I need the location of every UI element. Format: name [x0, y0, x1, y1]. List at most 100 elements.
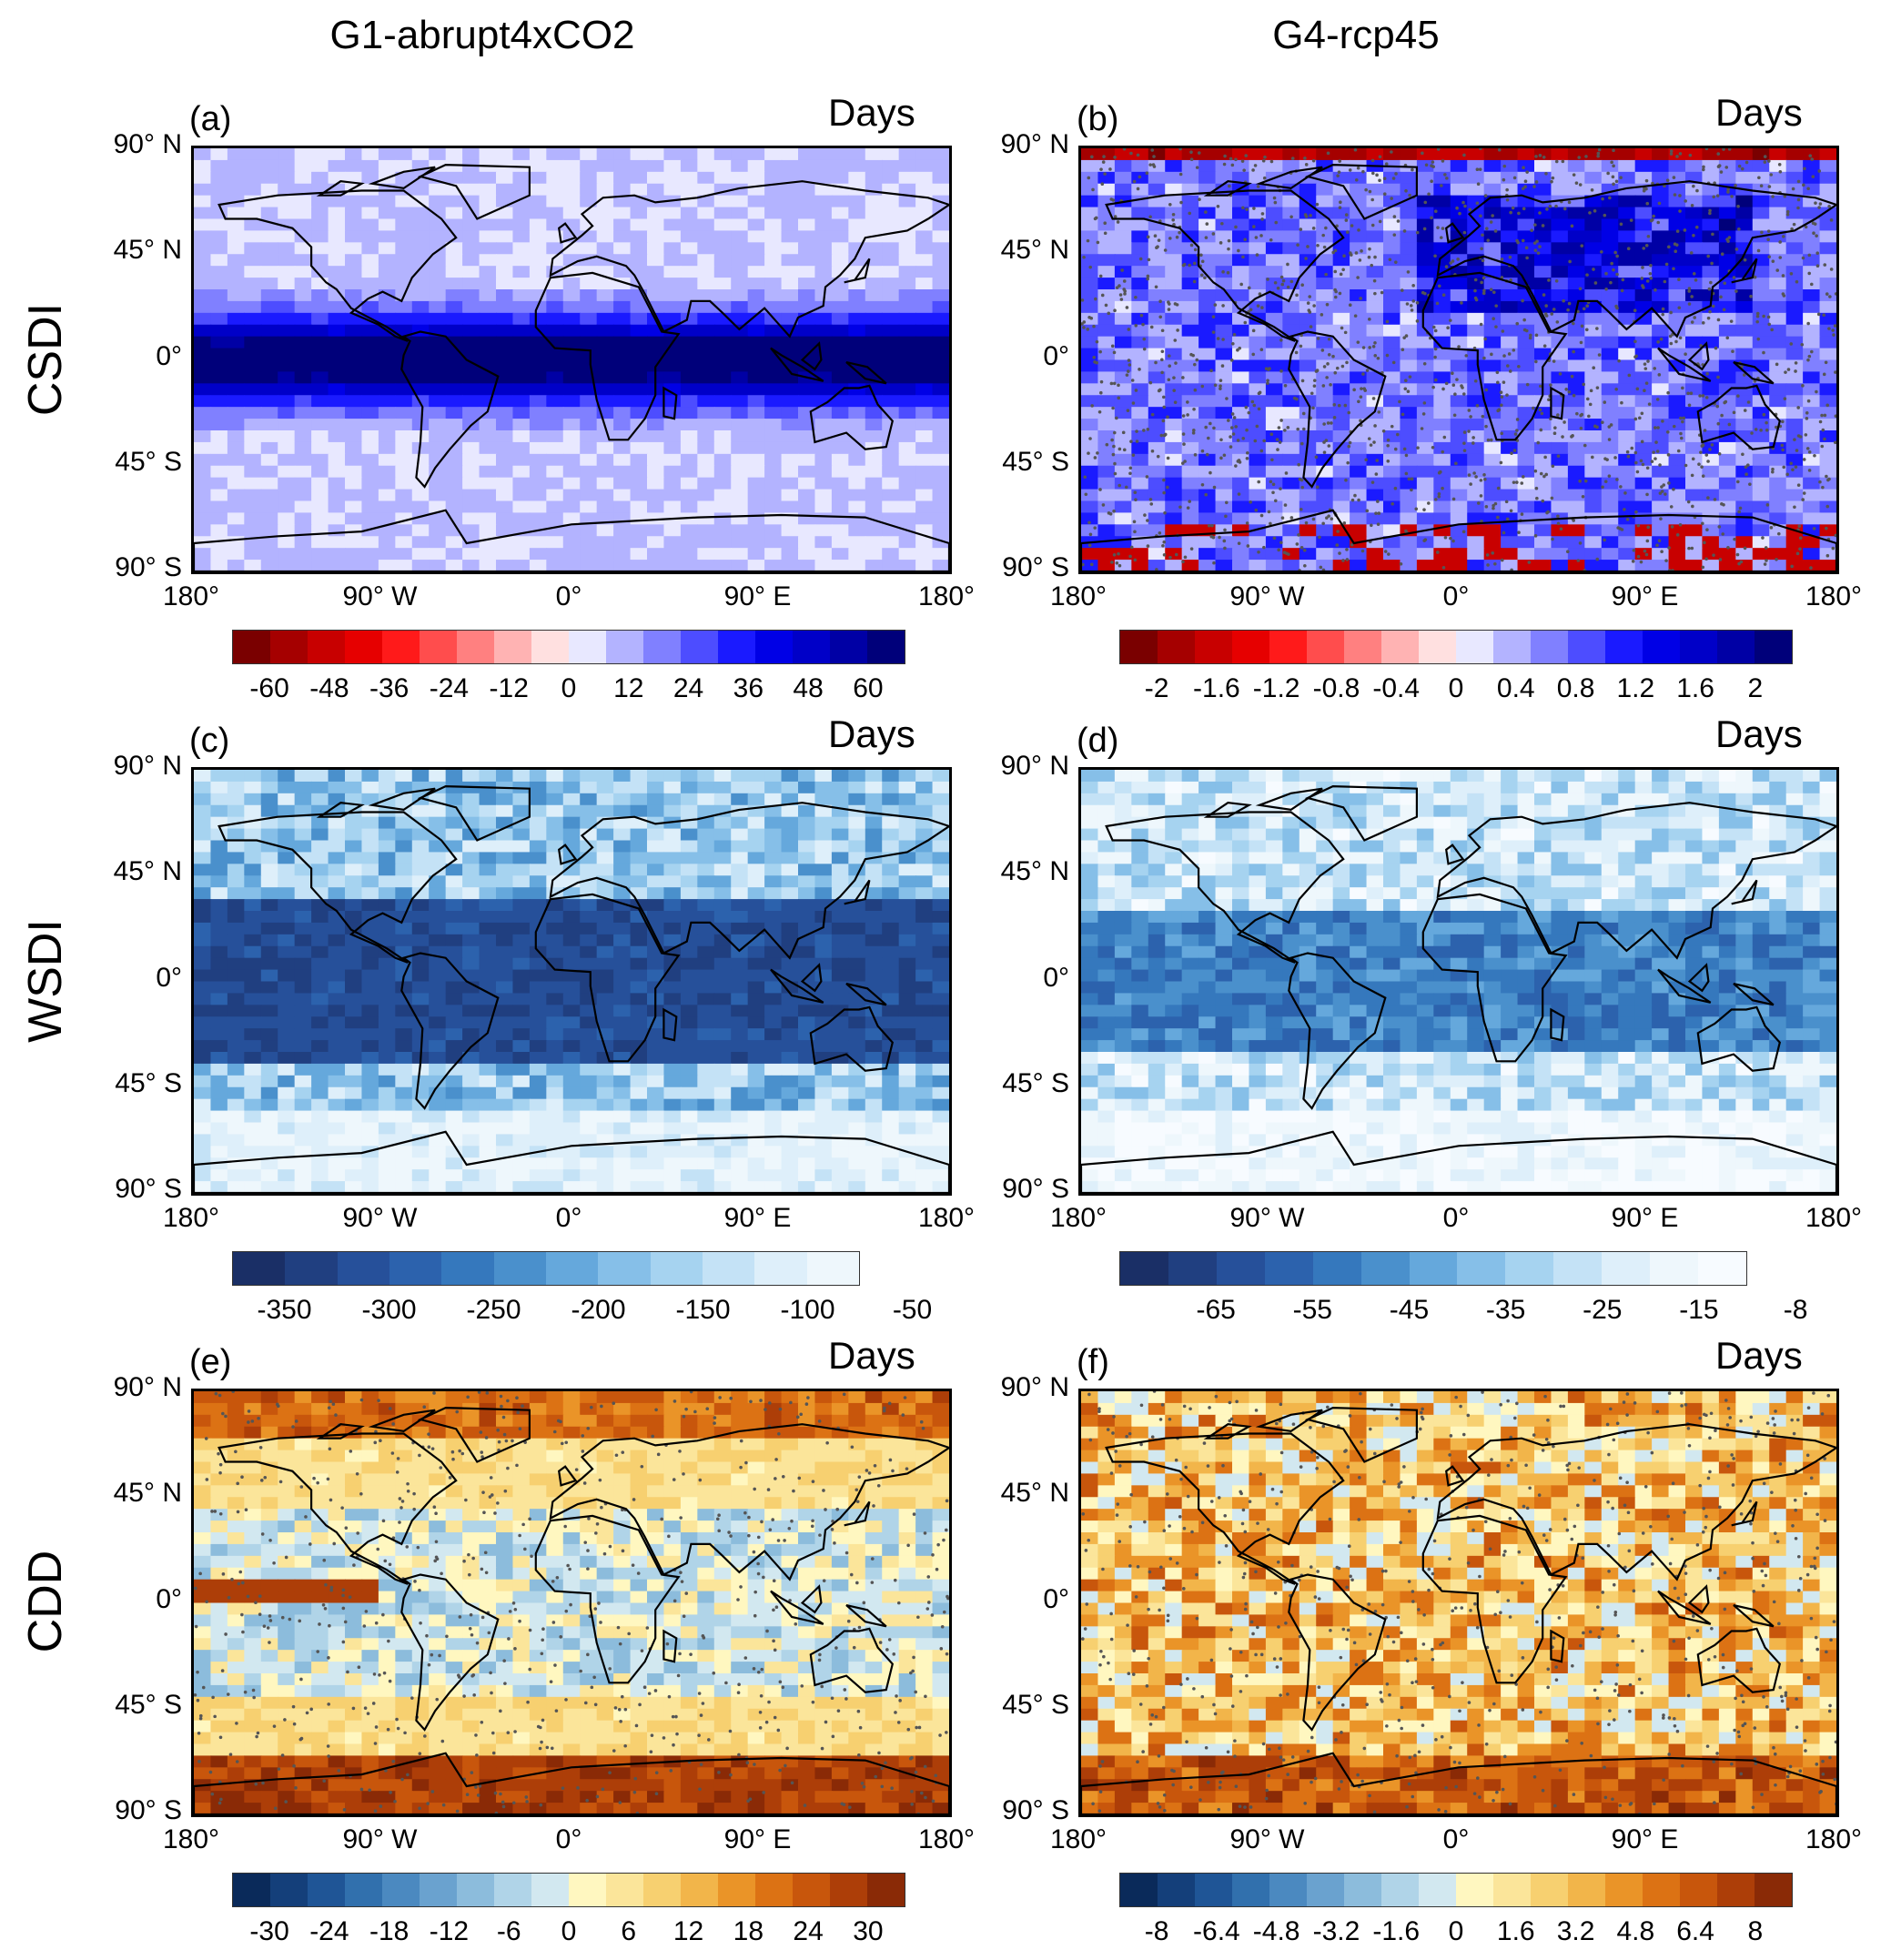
field-cell — [613, 560, 632, 571]
field-cell — [1567, 324, 1586, 338]
field-cell — [512, 548, 531, 561]
stipple-dot — [1567, 301, 1572, 306]
field-cell — [1416, 465, 1435, 479]
field-cell — [1467, 560, 1485, 571]
field-cell — [294, 770, 312, 783]
field-cell — [1652, 336, 1670, 349]
stipple-dot — [1372, 440, 1376, 444]
coastline — [217, 189, 458, 342]
field-cell — [1769, 430, 1787, 443]
field-cell — [731, 430, 749, 443]
stipple-dot — [1500, 431, 1504, 436]
field-cell — [781, 230, 799, 244]
field-cell — [227, 383, 246, 397]
field-cell — [1097, 441, 1116, 455]
field-cell — [1551, 477, 1569, 490]
field-cell — [345, 453, 363, 467]
stipple-dot — [1608, 196, 1612, 200]
stipple-dot — [1578, 183, 1583, 187]
stipple-dot — [1396, 432, 1400, 437]
stipple-dot — [1782, 465, 1786, 470]
stipple-dot — [1178, 230, 1181, 235]
stipple-dot — [1154, 285, 1158, 289]
stipple-dot — [1643, 389, 1646, 392]
stipple-dot — [1513, 432, 1518, 436]
stipple-dot — [1785, 472, 1789, 477]
stipple-dot — [1279, 541, 1283, 545]
field-cell — [1198, 371, 1217, 385]
stipple-dot — [1100, 293, 1105, 298]
field-cell — [378, 477, 397, 490]
field-cell — [865, 278, 884, 290]
stipple-dot — [1467, 409, 1471, 412]
stipple-dot — [1200, 384, 1205, 389]
stipple-dot — [1341, 559, 1345, 562]
field-cell — [613, 477, 632, 490]
field-cell — [378, 266, 397, 278]
field-cell — [378, 148, 397, 161]
field-cell — [1433, 489, 1451, 502]
stipple-dot — [1168, 203, 1172, 207]
field-cell — [210, 148, 228, 161]
field-cell — [697, 407, 715, 419]
stipple-dot — [1668, 334, 1673, 338]
stipple-dot — [1255, 424, 1259, 429]
stipple-dot — [1223, 546, 1227, 551]
stipple-dot — [1761, 536, 1765, 540]
field-cell — [445, 548, 463, 561]
stipple-dot — [1687, 289, 1692, 293]
stipple-dot — [1755, 314, 1760, 318]
field-cell — [1718, 548, 1737, 561]
field-cell — [361, 359, 379, 373]
field-cell — [596, 230, 614, 244]
field-cell — [1584, 159, 1603, 173]
field-cell — [1534, 430, 1552, 443]
field-cell — [1567, 453, 1586, 467]
field-cell — [194, 218, 212, 232]
field-cell — [361, 218, 379, 232]
field-cell — [1534, 336, 1552, 349]
coastline — [845, 361, 887, 385]
colorbar-tick-label: -12 — [489, 673, 529, 703]
stipple-dot — [1437, 470, 1441, 475]
stipple-dot — [1711, 304, 1715, 308]
field-cell — [596, 171, 614, 185]
stipple-dot — [1269, 159, 1274, 164]
field-cell — [311, 289, 329, 302]
field-cell — [1081, 148, 1099, 161]
field-cell — [663, 407, 682, 419]
field-cell — [580, 312, 598, 326]
field-cell — [1567, 254, 1586, 267]
field-cell — [462, 266, 480, 278]
field-cell — [865, 419, 884, 431]
field-cell — [680, 359, 699, 373]
field-cell — [1718, 312, 1737, 326]
stipple-dot — [1802, 183, 1805, 187]
stipple-dot — [1621, 278, 1625, 282]
field-cell — [1735, 512, 1754, 526]
field-cell — [798, 395, 816, 408]
stipple-dot — [1461, 530, 1466, 534]
stipple-dot — [1443, 173, 1447, 177]
field-cell — [1551, 524, 1569, 538]
field-cell — [713, 383, 733, 397]
field-cell — [1685, 183, 1704, 197]
stipple-dot — [1476, 501, 1481, 505]
stipple-dot — [1354, 177, 1359, 182]
field-cell — [462, 278, 480, 290]
field-cell — [580, 477, 598, 490]
stipple-dot — [1279, 338, 1283, 342]
stipple-dot — [1475, 403, 1480, 408]
field-cell — [814, 336, 833, 349]
stipple-dot — [1129, 439, 1133, 443]
stipple-dot — [1649, 263, 1653, 268]
stipple-dot — [1312, 379, 1317, 382]
field-cell — [596, 395, 614, 408]
stipple-dot — [1252, 403, 1257, 408]
stipple-dot — [1402, 447, 1407, 451]
stipple-dot — [1615, 478, 1619, 481]
stipple-dot — [1143, 513, 1147, 517]
field-cell — [529, 441, 548, 455]
stipple-dot — [1746, 400, 1751, 404]
field-cell — [1618, 278, 1636, 290]
